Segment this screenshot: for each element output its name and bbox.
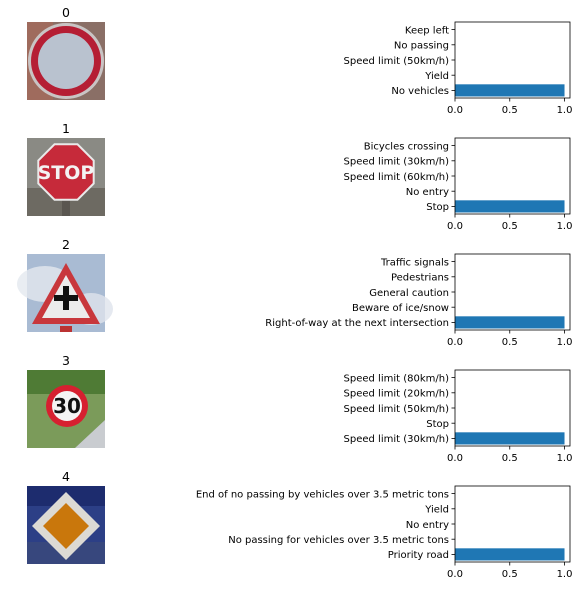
y-tick-label: Speed limit (80km/h) — [344, 373, 450, 384]
y-tick-label: General caution — [369, 288, 449, 299]
chart-panel-4: 4 End of no passing by vehicles over 3.5 … — [27, 469, 572, 580]
priority-road-sign-icon — [27, 486, 105, 564]
y-tick-label: Speed limit (20km/h) — [344, 389, 450, 400]
chart-panel-1: 1 STOP Bicycles crossing Speed limit (30km/… — [27, 121, 572, 232]
y-tick-label: End of no passing by vehicles over 3.5 m… — [196, 489, 449, 500]
sign-lettering: 30 — [53, 394, 81, 418]
x-tick-label: 0.5 — [502, 453, 518, 464]
x-tick-label: 0.5 — [502, 569, 518, 580]
axes-frame — [454, 369, 571, 447]
right-of-way-warning-sign-icon — [17, 254, 113, 332]
stop-octagon — [37, 143, 95, 201]
x-tick-label: 0.0 — [447, 337, 463, 348]
no-vehicles-sign-icon — [27, 22, 105, 100]
y-tick-label: Pedestrians — [391, 273, 449, 284]
axes-frame — [454, 485, 571, 563]
chart-panel-0: 0 Keep left No passing Speed limit (50km/h)… — [27, 5, 572, 116]
y-tick-label: Speed limit (30km/h) — [344, 434, 450, 445]
chart-panel-2: 2 Traffic signals Pedestrians General cauti… — [17, 237, 572, 348]
y-tick-label: Yield — [424, 505, 449, 516]
bar — [455, 432, 565, 445]
y-tick-label: Yield — [424, 71, 449, 82]
y-tick-label: No passing — [394, 41, 449, 52]
axes-frame — [454, 137, 571, 215]
y-tick-label: Keep left — [405, 25, 449, 36]
speed-limit-30-sign-icon: 30 — [27, 370, 105, 448]
x-tick-label: 0.5 — [502, 337, 518, 348]
x-tick-label: 0.5 — [502, 221, 518, 232]
y-tick-label: Speed limit (60km/h) — [344, 172, 450, 183]
axes-frame — [454, 253, 571, 331]
y-tick-label: Speed limit (30km/h) — [344, 157, 450, 168]
y-tick-label: Stop — [426, 202, 449, 213]
image-title: 4 — [62, 469, 70, 484]
x-tick-label: 1.0 — [557, 105, 573, 116]
y-tick-label: Beware of ice/snow — [352, 303, 449, 314]
sign-lettering: STOP — [38, 162, 95, 184]
y-tick-label: Right-of-way at the next intersection — [265, 318, 449, 329]
y-tick-label: No vehicles — [391, 86, 449, 97]
x-tick-label: 1.0 — [557, 221, 573, 232]
stop-sign-icon: STOP — [27, 138, 105, 216]
sign-white-center — [52, 391, 82, 421]
x-tick-label: 0.5 — [502, 105, 518, 116]
y-tick-label: Bicycles crossing — [364, 141, 449, 152]
image-title: 3 — [62, 353, 70, 368]
bar — [455, 316, 565, 329]
y-tick-label: Speed limit (50km/h) — [344, 404, 450, 415]
bar — [455, 84, 565, 97]
x-tick-label: 1.0 — [557, 337, 573, 348]
y-tick-label: No passing for vehicles over 3.5 metric … — [228, 535, 449, 546]
y-tick-label: Traffic signals — [380, 257, 449, 268]
image-title: 0 — [62, 5, 70, 20]
y-tick-label: No entry — [406, 520, 449, 531]
y-tick-label: Speed limit (50km/h) — [344, 56, 450, 67]
chart-panel-3: 3 30 Speed limit (80km/h) Speed limit (20km… — [27, 353, 572, 464]
y-tick-label: Stop — [426, 419, 449, 430]
x-tick-label: 0.0 — [447, 221, 463, 232]
y-tick-label: Priority road — [388, 550, 449, 561]
x-tick-label: 1.0 — [557, 453, 573, 464]
axes-frame — [454, 21, 571, 99]
x-tick-label: 1.0 — [557, 569, 573, 580]
diamond-yellow-center — [43, 503, 89, 549]
bar — [455, 548, 565, 561]
image-title: 1 — [62, 121, 70, 136]
bar — [455, 200, 565, 213]
image-title: 2 — [62, 237, 70, 252]
x-tick-label: 0.0 — [447, 569, 463, 580]
sign-white-center — [38, 33, 94, 89]
x-tick-label: 0.0 — [447, 105, 463, 116]
x-tick-label: 0.0 — [447, 453, 463, 464]
y-tick-label: No entry — [406, 187, 449, 198]
